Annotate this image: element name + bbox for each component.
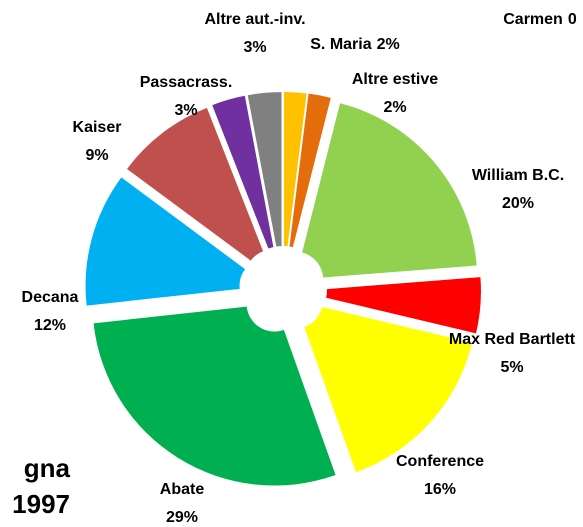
data-label: Passacrass. 3% xyxy=(140,74,233,119)
value-label: 20% xyxy=(502,195,534,212)
category-label: Altre estive xyxy=(352,71,438,88)
data-label: Max Red Bartlett 5% xyxy=(449,331,576,376)
pie-slice xyxy=(85,177,246,306)
data-label: Carmen 0 xyxy=(503,11,577,28)
category-label: Abate xyxy=(160,481,205,498)
data-label: Carmen 0 xyxy=(503,11,577,28)
category-label: Conference xyxy=(396,453,484,470)
value-label: 2% xyxy=(383,99,406,116)
data-label: Decana 12% xyxy=(22,289,79,334)
chart-title: 1997 xyxy=(12,489,70,519)
value-label: 0 xyxy=(568,11,577,28)
chart-title: gna xyxy=(24,453,71,483)
pie-slice xyxy=(93,306,336,486)
category-label: Passacrass. xyxy=(140,74,233,91)
value-label: 9% xyxy=(85,147,108,164)
data-label: S. Maria 2% xyxy=(310,36,399,53)
category-label: William B.C. xyxy=(472,167,564,184)
category-label: Carmen xyxy=(503,11,563,28)
pie-slice xyxy=(212,95,274,249)
value-label: 16% xyxy=(424,481,456,498)
value-label: 2% xyxy=(377,36,400,53)
data-label: Kaiser 9% xyxy=(73,119,122,164)
category-label: S. Maria xyxy=(310,36,371,53)
data-label: William B.C. 20% xyxy=(472,167,564,212)
category-label: Altre aut.-inv. xyxy=(204,11,305,28)
pie-slice xyxy=(326,277,481,334)
category-label: Decana xyxy=(22,289,79,306)
data-label: S. Maria 2% xyxy=(310,36,399,53)
pie-slice xyxy=(302,103,477,278)
value-label: 3% xyxy=(174,102,197,119)
value-label: 5% xyxy=(500,359,523,376)
pie-slice xyxy=(127,107,264,261)
pie-slice xyxy=(289,93,331,248)
value-label: 29% xyxy=(166,509,198,526)
pie-slice xyxy=(304,307,472,473)
data-label: Altre estive 2% xyxy=(352,71,438,116)
pie-slice xyxy=(283,92,307,247)
data-label: Abate 29% xyxy=(160,481,205,526)
category-label: Max Red Bartlett xyxy=(449,331,576,348)
category-label: Kaiser xyxy=(73,119,122,136)
data-label: Altre aut.-inv. 3% xyxy=(204,11,305,56)
value-label: 12% xyxy=(34,317,66,334)
data-label: Conference 16% xyxy=(396,453,484,498)
pie-slice xyxy=(247,92,282,247)
value-label: 3% xyxy=(243,39,266,56)
